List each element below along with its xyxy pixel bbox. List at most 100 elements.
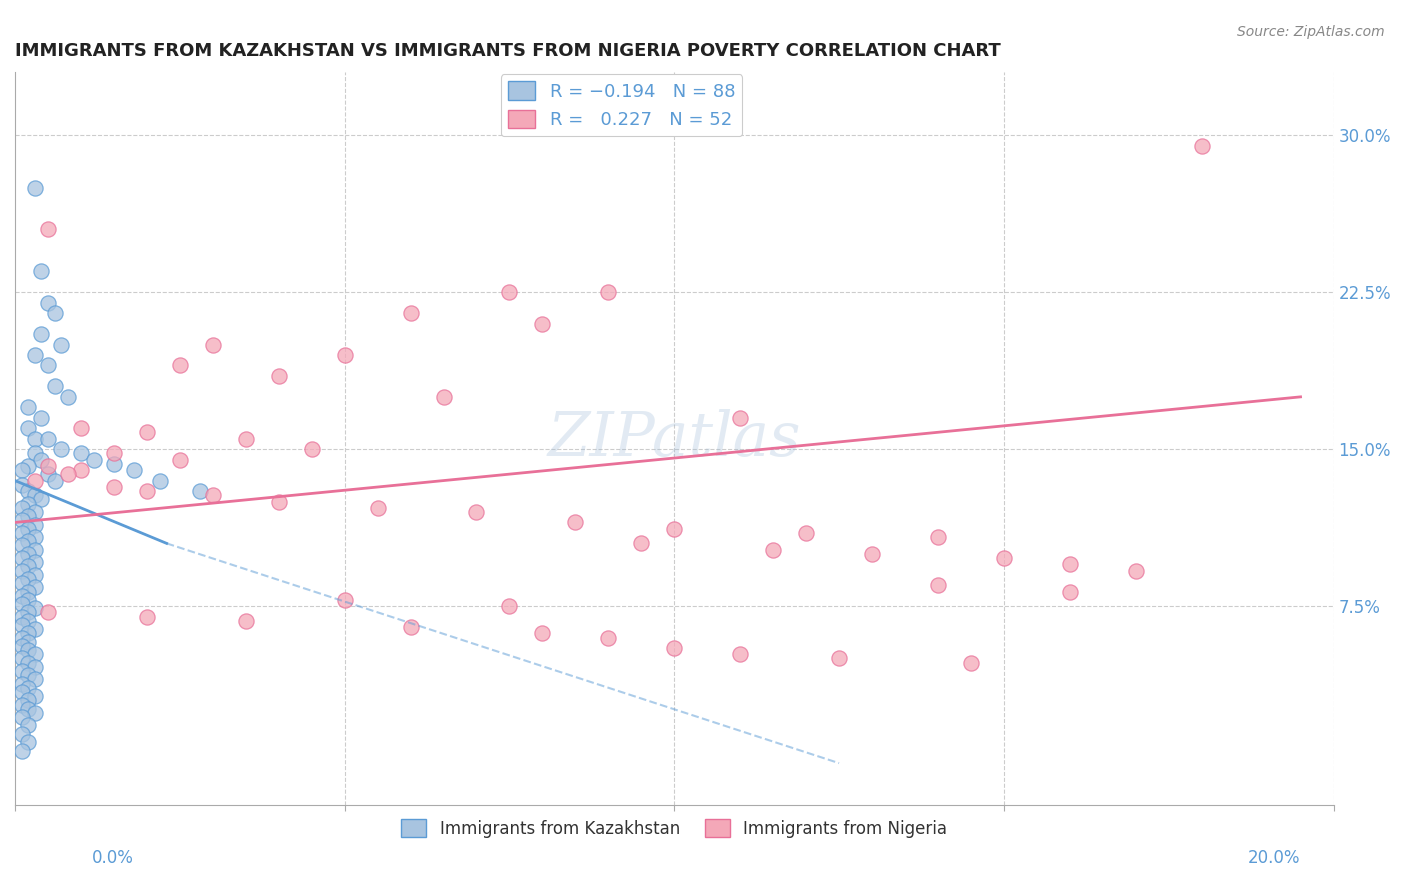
- Point: [17, 668, 39, 682]
- Point: [37, 295, 59, 310]
- Point: [37, 467, 59, 482]
- Point: [24, 505, 46, 519]
- Text: 0.0%: 0.0%: [91, 849, 134, 867]
- Point: [367, 500, 389, 515]
- Point: [333, 348, 356, 362]
- Point: [17, 559, 39, 574]
- Point: [10, 463, 32, 477]
- Point: [70, 463, 93, 477]
- Point: [10, 618, 32, 632]
- Point: [103, 457, 125, 471]
- Point: [149, 474, 172, 488]
- Point: [83, 452, 105, 467]
- Point: [10, 639, 32, 653]
- Point: [17, 718, 39, 732]
- Point: [201, 488, 224, 502]
- Point: [10, 477, 32, 491]
- Point: [24, 488, 46, 502]
- Point: [24, 180, 46, 194]
- Point: [17, 735, 39, 749]
- Point: [24, 555, 46, 569]
- Point: [10, 589, 32, 603]
- Point: [17, 497, 39, 511]
- Point: [17, 626, 39, 640]
- Point: [37, 359, 59, 373]
- Point: [10, 564, 32, 578]
- Point: [10, 651, 32, 665]
- Point: [267, 494, 290, 508]
- Point: [17, 634, 39, 648]
- Point: [30, 410, 52, 425]
- Point: [24, 622, 46, 636]
- Point: [17, 522, 39, 536]
- Point: [17, 681, 39, 695]
- Point: [1191, 138, 1213, 153]
- Point: [24, 580, 46, 594]
- Point: [10, 513, 32, 527]
- Point: [17, 572, 39, 586]
- Point: [399, 620, 422, 634]
- Point: [465, 505, 488, 519]
- Point: [10, 551, 32, 566]
- Point: [24, 530, 46, 544]
- Point: [598, 285, 620, 300]
- Point: [103, 446, 125, 460]
- Point: [10, 727, 32, 741]
- Point: [17, 693, 39, 707]
- Point: [10, 539, 32, 553]
- Point: [960, 656, 983, 670]
- Point: [70, 421, 93, 435]
- Point: [10, 710, 32, 724]
- Point: [664, 640, 686, 655]
- Point: [1125, 564, 1147, 578]
- Point: [37, 458, 59, 473]
- Point: [728, 648, 751, 662]
- Point: [17, 702, 39, 716]
- Point: [24, 517, 46, 532]
- Text: Source: ZipAtlas.com: Source: ZipAtlas.com: [1237, 25, 1385, 39]
- Point: [24, 706, 46, 720]
- Point: [17, 656, 39, 670]
- Point: [267, 368, 290, 383]
- Point: [531, 626, 554, 640]
- Point: [498, 599, 520, 614]
- Text: ZIPatlas: ZIPatlas: [547, 409, 801, 468]
- Point: [10, 676, 32, 690]
- Point: [630, 536, 652, 550]
- Point: [17, 421, 39, 435]
- Point: [762, 542, 785, 557]
- Point: [44, 379, 66, 393]
- Point: [135, 609, 157, 624]
- Point: [37, 222, 59, 236]
- Point: [103, 480, 125, 494]
- Point: [24, 446, 46, 460]
- Point: [24, 542, 46, 557]
- Point: [10, 664, 32, 678]
- Point: [169, 452, 191, 467]
- Point: [333, 593, 356, 607]
- Point: [24, 348, 46, 362]
- Point: [24, 660, 46, 674]
- Point: [1059, 584, 1081, 599]
- Point: [17, 401, 39, 415]
- Point: [498, 285, 520, 300]
- Point: [10, 500, 32, 515]
- Point: [44, 306, 66, 320]
- Point: [201, 337, 224, 351]
- Point: [728, 410, 751, 425]
- Point: [10, 597, 32, 611]
- Point: [531, 317, 554, 331]
- Point: [17, 584, 39, 599]
- Point: [70, 446, 93, 460]
- Point: [49, 337, 72, 351]
- Point: [598, 631, 620, 645]
- Point: [17, 593, 39, 607]
- Point: [235, 614, 257, 628]
- Point: [30, 327, 52, 342]
- Point: [37, 606, 59, 620]
- Point: [17, 509, 39, 524]
- Point: [235, 432, 257, 446]
- Text: 20.0%: 20.0%: [1249, 849, 1301, 867]
- Point: [10, 698, 32, 712]
- Point: [24, 648, 46, 662]
